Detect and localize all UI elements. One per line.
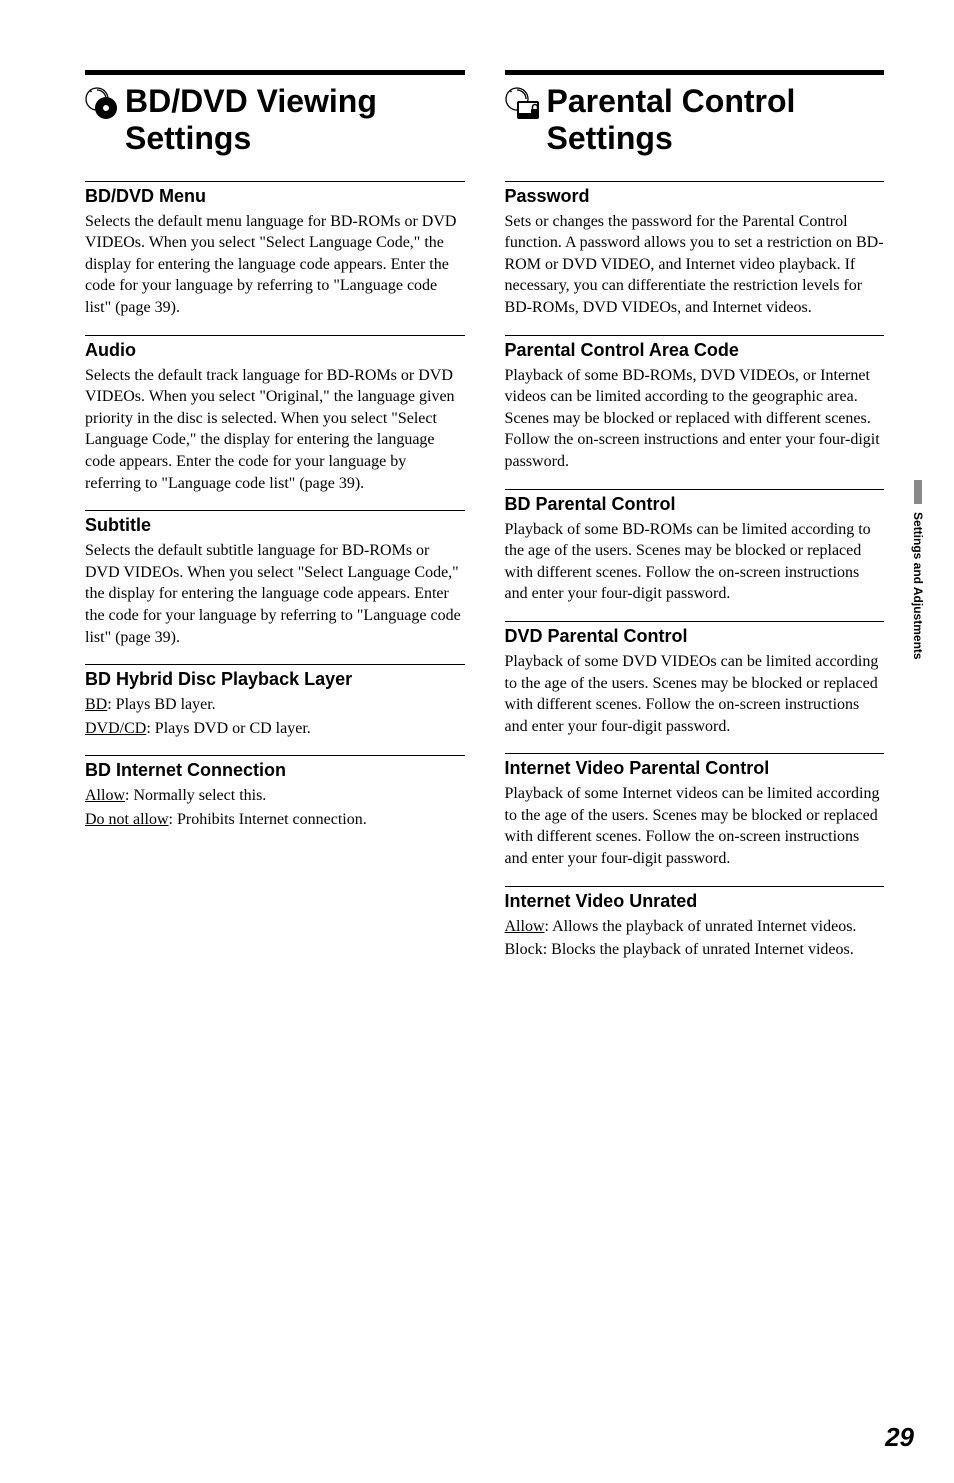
section-title: Internet Video Unrated — [505, 891, 885, 912]
section-body: Playback of some BD-ROMs can be limited … — [505, 519, 885, 605]
section-title: Password — [505, 186, 885, 207]
section-title: BD Internet Connection — [85, 760, 465, 781]
section-subtitle: Subtitle Selects the default subtitle la… — [85, 510, 465, 648]
option-label: Allow — [505, 918, 545, 935]
section-body: Allow: Allows the playback of unrated In… — [505, 916, 885, 961]
section-internet-parental: Internet Video Parental Control Playback… — [505, 753, 885, 869]
option-label: Allow — [85, 787, 125, 804]
section-hybrid-layer: BD Hybrid Disc Playback Layer BD: Plays … — [85, 664, 465, 739]
section-body: Playback of some DVD VIDEOs can be limit… — [505, 651, 885, 737]
section-internet-connection: BD Internet Connection Allow: Normally s… — [85, 755, 465, 830]
option-label: BD — [85, 696, 107, 713]
section-bd-parental: BD Parental Control Playback of some BD-… — [505, 489, 885, 605]
section-rule — [85, 664, 465, 665]
option-text: : Plays DVD or CD layer. — [146, 720, 310, 737]
page-content: BD/DVD Viewing Settings BD/DVD Menu Sele… — [0, 0, 954, 1017]
section-body: Selects the default subtitle language fo… — [85, 540, 465, 648]
section-title: Parental Control Area Code — [505, 340, 885, 361]
option-text: : Normally select this. — [125, 787, 266, 804]
section-body: Playback of some BD-ROMs, DVD VIDEOs, or… — [505, 365, 885, 473]
section-dvd-parental: DVD Parental Control Playback of some DV… — [505, 621, 885, 737]
option-text: : Allows the playback of unrated Interne… — [545, 918, 857, 935]
option-text: : Prohibits Internet connection. — [169, 811, 367, 828]
section-rule — [505, 621, 885, 622]
section-audio: Audio Selects the default track language… — [85, 335, 465, 495]
section-title: Internet Video Parental Control — [505, 758, 885, 779]
section-area-code: Parental Control Area Code Playback of s… — [505, 335, 885, 473]
right-column: Parental Control Settings Password Sets … — [505, 70, 885, 977]
section-title: DVD Parental Control — [505, 626, 885, 647]
side-tab-text: Settings and Adjustments — [911, 512, 925, 660]
option-text: : Blocks the playback of unrated Interne… — [543, 941, 854, 958]
section-body: Playback of some Internet videos can be … — [505, 783, 885, 869]
section-title: Audio — [85, 340, 465, 361]
parental-control-icon — [505, 87, 541, 121]
section-body: Sets or changes the password for the Par… — [505, 211, 885, 319]
left-heading: BD/DVD Viewing Settings — [85, 70, 465, 157]
side-tab: Settings and Adjustments — [910, 480, 926, 660]
section-body: Selects the default menu language for BD… — [85, 211, 465, 319]
option-label: Do not allow — [85, 811, 169, 828]
section-body: Selects the default track language for B… — [85, 365, 465, 495]
section-title: BD Hybrid Disc Playback Layer — [85, 669, 465, 690]
section-rule — [505, 886, 885, 887]
page-number: 29 — [885, 1422, 914, 1453]
side-tab-bar — [914, 480, 922, 504]
disc-settings-icon — [85, 87, 119, 121]
section-password: Password Sets or changes the password fo… — [505, 181, 885, 319]
option-label: Block — [505, 941, 543, 958]
section-bd-dvd-menu: BD/DVD Menu Selects the default menu lan… — [85, 181, 465, 319]
right-heading-text: Parental Control Settings — [547, 83, 885, 157]
section-title: Subtitle — [85, 515, 465, 536]
section-rule — [85, 755, 465, 756]
section-rule — [505, 335, 885, 336]
section-rule — [85, 335, 465, 336]
section-rule — [85, 181, 465, 182]
left-column: BD/DVD Viewing Settings BD/DVD Menu Sele… — [85, 70, 465, 977]
section-internet-unrated: Internet Video Unrated Allow: Allows the… — [505, 886, 885, 961]
section-title: BD Parental Control — [505, 494, 885, 515]
section-title: BD/DVD Menu — [85, 186, 465, 207]
section-body: BD: Plays BD layer. DVD/CD: Plays DVD or… — [85, 694, 465, 739]
left-heading-text: BD/DVD Viewing Settings — [125, 83, 465, 157]
section-rule — [85, 510, 465, 511]
option-text: : Plays BD layer. — [107, 696, 215, 713]
section-body: Allow: Normally select this. Do not allo… — [85, 785, 465, 830]
right-heading: Parental Control Settings — [505, 70, 885, 157]
section-rule — [505, 753, 885, 754]
section-rule — [505, 181, 885, 182]
section-rule — [505, 489, 885, 490]
option-label: DVD/CD — [85, 720, 146, 737]
